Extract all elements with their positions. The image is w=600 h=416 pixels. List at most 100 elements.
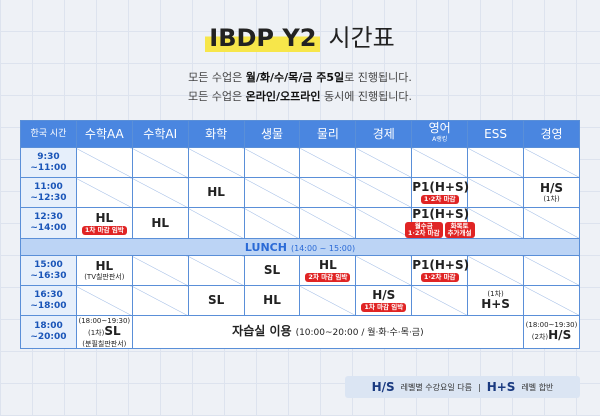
empty-cell (411, 285, 469, 316)
empty-cell (467, 255, 525, 286)
note-text: 온라인/오프라인 (245, 90, 321, 103)
empty-cell (299, 147, 357, 178)
badge: 1·2차 마감 (420, 195, 459, 204)
empty-cell (467, 207, 525, 239)
class-cell: (1차) H+S (467, 285, 525, 316)
legend-key: H/S (371, 380, 395, 394)
badges: 1차 마감 임박 (356, 303, 411, 312)
class-cell: HL 1차 마감 임박 (75, 207, 133, 239)
cell-level: P1(H+S) (412, 180, 470, 194)
badge-line: 1·2차 마감 (407, 229, 440, 237)
cell-level: HL (95, 259, 114, 273)
badges: 1·2차 마감 (412, 195, 467, 204)
time-text: ~12:30 (30, 192, 67, 203)
class-cell: (18:00~19:30) (2차)H/S (523, 315, 580, 349)
empty-cell (523, 255, 580, 286)
time-text: 9:30 (37, 151, 60, 162)
time-text: ~11:00 (30, 162, 67, 173)
empty-cell (411, 147, 469, 178)
empty-cell (299, 207, 357, 239)
legend-divider: | (477, 382, 481, 392)
note-line: 모든 수업은 월/화/수/목/금 주5일로 진행됩니다. (0, 68, 600, 87)
cell-level: HL (151, 215, 170, 230)
empty-cell (467, 147, 525, 178)
badge: 화목토 추가개설 (444, 222, 475, 238)
empty-cell (187, 207, 245, 239)
column-label: 수학AI (143, 127, 178, 141)
class-cell: H/S 1차 마감 임박 (355, 285, 413, 316)
cell-level: H/S (372, 288, 396, 302)
cell-prefix: (1차) (88, 328, 105, 337)
time-text: 15:00 (34, 259, 63, 270)
column-label: 화학 (205, 127, 228, 141)
column-header: ESS (467, 120, 525, 148)
cell-level: HL (263, 293, 281, 307)
cell-level: P1(H+S) (412, 258, 470, 272)
column-header: 생물 (243, 120, 301, 148)
cell-level: H+S (481, 297, 510, 311)
note-text: 로 진행됩니다. (344, 71, 412, 84)
cell-top: (18:00~19:30) (78, 316, 131, 325)
time-row: 12:30 ~14:00 HL 1차 마감 임박 HL P1(H+S) 월수금 1·2차 마감… (20, 207, 580, 239)
cell-level: HL (207, 185, 225, 199)
time-row: 11:00 ~12:30 HL P1(H+S) 1·2차 마감 H/S (1차) (20, 177, 580, 208)
cell-main: H+S (468, 298, 523, 311)
cell-level: P1(H+S) (412, 207, 470, 221)
lunch-label: LUNCH (244, 240, 287, 254)
class-cell: HL (243, 285, 301, 316)
empty-cell (523, 207, 580, 239)
empty-cell (131, 147, 189, 178)
cell-inline: (10:00~20:00 / 월·화·수·목·금) (295, 327, 424, 338)
empty-cell (75, 177, 133, 208)
cell-level: SL (104, 323, 121, 338)
column-header: 물리 (299, 120, 357, 148)
time-cell: 15:00 ~16:30 (20, 255, 77, 286)
class-cell: SL (243, 255, 301, 286)
column-sub: A랭킹 (432, 136, 448, 143)
class-cell: P1(H+S) 1·2차 마감 (411, 177, 470, 208)
lunch-row: LUNCH (14:00 ~ 15:00) (20, 238, 580, 256)
time-row: 15:00 ~16:30 HL (TV칠판판서) SL HL 2차 마감 임박 P1(H+S)… (20, 255, 580, 286)
note-line: 모든 수업은 온라인/오프라인 동시에 진행됩니다. (0, 87, 600, 106)
class-cell: SL (187, 285, 245, 316)
empty-cell (131, 285, 189, 316)
column-header: 한국 시간 (20, 120, 77, 148)
empty-cell (243, 147, 301, 178)
class-cell: P1(H+S) 월수금 1·2차 마감 화목토 추가개설 (404, 207, 475, 239)
column-label: 생물 (260, 127, 284, 141)
cell-main: SL (189, 294, 244, 307)
time-text: 18:00 (34, 321, 63, 331)
class-cell: HL (TV칠판판서) (75, 255, 133, 286)
cell-prefix: (2차) (531, 332, 549, 341)
title-suffix: 시간표 (328, 24, 395, 52)
time-text: ~14:00 (30, 223, 67, 233)
lunch-time: (14:00 ~ 15:00) (290, 243, 356, 253)
class-cell: HL 2차 마감 임박 (299, 255, 357, 286)
legend-text: 레벨별 수강요일 다름 (400, 382, 472, 392)
empty-cell (355, 207, 413, 239)
empty-cell (523, 147, 580, 178)
column-label: 수학AA (84, 127, 124, 141)
column-header: 수학AI (131, 120, 189, 148)
legend: H/S 레벨별 수강요일 다름 | H+S 레벨 합반 (345, 376, 580, 398)
cell-level: H/S (539, 181, 564, 195)
time-cell: 18:00 ~20:00 (20, 315, 77, 349)
cell-main: H/S (524, 182, 579, 195)
time-text: ~20:00 (30, 332, 67, 342)
column-header: 화학 (187, 120, 245, 148)
cell-main: SL (245, 264, 300, 277)
badge: 1·2차 마감 (420, 273, 459, 282)
cell-sub: (1차) (543, 195, 560, 203)
badge-line: 월수금 (414, 222, 433, 230)
cell-main: HL (300, 259, 355, 272)
class-cell: (18:00~19:30) (1차)SL (분필칠판판서) (75, 315, 133, 349)
cell-level: H/S (548, 327, 572, 342)
cell-main: HL (189, 186, 244, 199)
cell-main: HL (245, 294, 300, 307)
empty-cell (187, 255, 245, 286)
cell-main: HL (77, 211, 132, 225)
column-header: 경제 (355, 120, 413, 148)
class-cell: HL (187, 177, 245, 208)
cell-level: HL (319, 258, 337, 272)
